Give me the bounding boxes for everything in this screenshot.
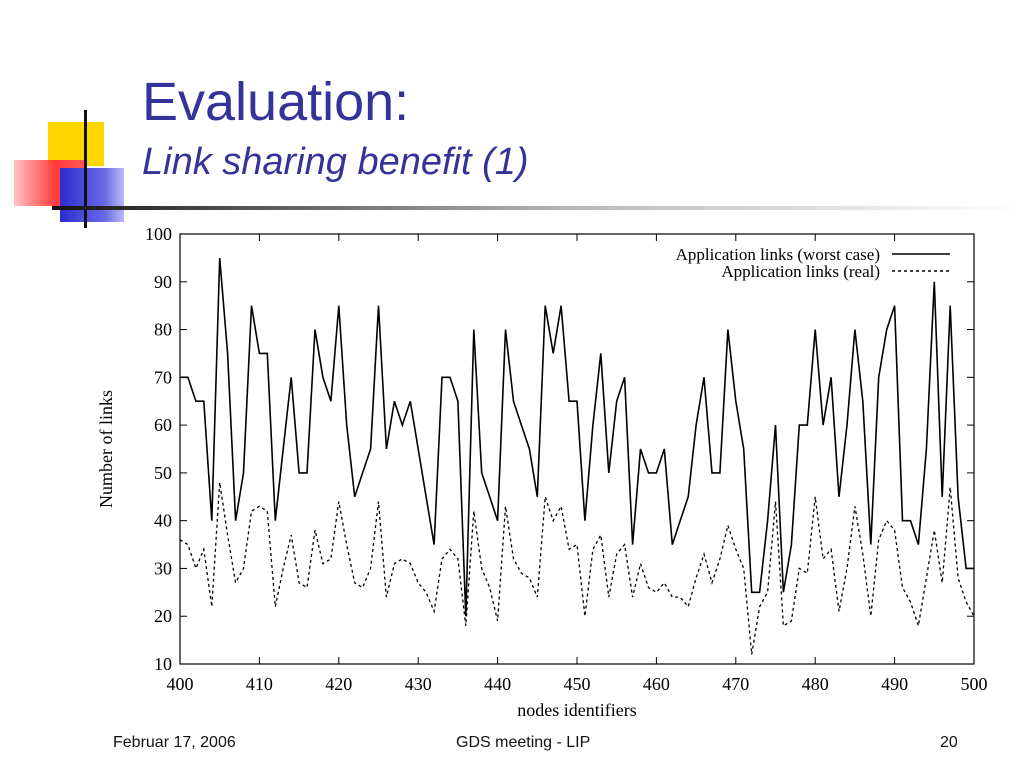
x-tick-label: 450 xyxy=(564,674,591,694)
x-axis: 400 410 420 430 440 450 460 470 480 490 500 xyxy=(167,234,988,694)
series-line-real xyxy=(179,482,975,655)
x-tick-label: 430 xyxy=(405,674,432,694)
title-underline xyxy=(52,206,1024,210)
yellow-square-decoration xyxy=(48,122,104,166)
x-tick-label: 400 xyxy=(167,674,194,694)
plot-frame xyxy=(179,233,975,665)
series-layer xyxy=(179,257,975,655)
y-tick-label: 50 xyxy=(154,463,172,483)
y-tick-label: 20 xyxy=(154,606,172,626)
legend: Application links (worst case) Applicati… xyxy=(676,245,950,281)
footer-date: Februar 17, 2006 xyxy=(113,734,236,751)
x-tick-label: 500 xyxy=(961,674,988,694)
y-tick-label: 40 xyxy=(154,511,172,531)
x-axis-label: nodes identifiers xyxy=(517,700,636,720)
footer-page-number: 20 xyxy=(940,734,958,751)
x-tick-label: 410 xyxy=(246,674,273,694)
y-tick-label: 10 xyxy=(154,654,172,674)
slide-subtitle: Link sharing benefit (1) xyxy=(142,141,529,183)
x-tick-label: 420 xyxy=(325,674,352,694)
legend-label-real: Application links (real) xyxy=(721,262,880,281)
logo-decoration xyxy=(0,0,140,240)
chart-svg: 10 20 30 40 50 60 70 80 90 100 400 410 420 430 440 450… xyxy=(96,224,988,720)
legend-label-worst-case: Application links (worst case) xyxy=(676,245,880,264)
y-tick-label: 70 xyxy=(154,367,172,387)
y-tick-label: 90 xyxy=(154,272,172,292)
line-chart: 10 20 30 40 50 60 70 80 90 100 400 410 420 430 440 450… xyxy=(88,220,1008,725)
blue-square-decoration xyxy=(60,168,124,222)
y-tick-label: 60 xyxy=(154,415,172,435)
x-tick-label: 470 xyxy=(722,674,749,694)
x-tick-label: 490 xyxy=(881,674,908,694)
vertical-rule-decoration xyxy=(84,110,87,228)
slide-title: Evaluation: xyxy=(142,72,410,132)
series-line-worst-case xyxy=(180,257,974,617)
y-axis: 10 20 30 40 50 60 70 80 90 100 xyxy=(145,224,974,674)
footer-meeting: GDS meeting - LIP xyxy=(456,734,591,751)
y-tick-label: 100 xyxy=(145,224,172,244)
y-tick-label: 30 xyxy=(154,558,172,578)
x-tick-label: 460 xyxy=(643,674,670,694)
x-tick-label: 440 xyxy=(484,674,511,694)
y-axis-label: Number of links xyxy=(96,390,116,508)
x-tick-label: 480 xyxy=(802,674,829,694)
y-tick-label: 80 xyxy=(154,320,172,340)
